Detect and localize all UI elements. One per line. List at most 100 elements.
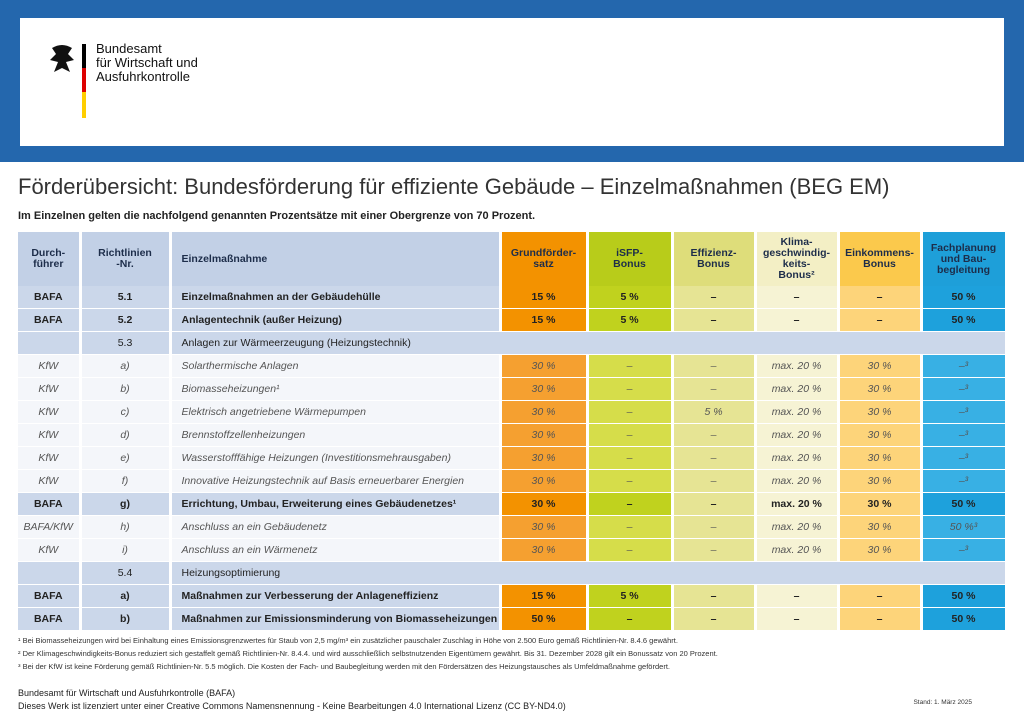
cell: Einzelmaßnahmen an der Gebäudehülle xyxy=(170,286,502,309)
cell: c) xyxy=(80,400,172,424)
footnote: ¹ Bei Biomasseheizungen wird bei Einhalt… xyxy=(18,636,678,645)
cell: – xyxy=(755,308,840,332)
footnote: ³ Bei der KfW ist keine Förderung gemäß … xyxy=(18,662,670,671)
cell: – xyxy=(672,515,757,539)
column-header: Richtlinien -Nr. xyxy=(80,232,172,286)
cell: 30 % xyxy=(838,492,923,516)
cell: KfW xyxy=(18,400,82,424)
cell: Elektrisch angetriebene Wärmepumpen xyxy=(170,400,502,424)
cell: 30 % xyxy=(838,515,923,539)
cell: – xyxy=(587,469,674,493)
footer-date: Stand: 1. März 2025 xyxy=(913,699,972,706)
logo xyxy=(50,44,86,118)
cell: 30 % xyxy=(500,423,589,447)
table-body: BAFA 5.1 Einzelmaßnahmen an der Gebäudehül… xyxy=(18,286,1008,631)
cell: 30 % xyxy=(838,354,923,378)
cell: max. 20 % xyxy=(755,400,840,424)
cell: 5 % xyxy=(587,584,674,608)
cell: – xyxy=(587,492,674,516)
cell: 30 % xyxy=(500,377,589,401)
cell: Solarthermische Anlagen xyxy=(170,354,502,378)
cell: KfW xyxy=(18,469,82,493)
cell: Anlagentechnik (außer Heizung) xyxy=(170,308,502,332)
cell: – xyxy=(587,400,674,424)
cell: BAFA xyxy=(18,584,82,608)
cell: 50 % xyxy=(921,286,1008,309)
cell: KfW xyxy=(18,354,82,378)
cell: – xyxy=(755,286,840,309)
cell: Maßnahmen zur Verbesserung der Anlagenef… xyxy=(170,584,502,608)
table-row: BAFA 5.1 Einzelmaßnahmen an der Gebäudehül… xyxy=(18,286,1008,309)
cell: BAFA xyxy=(18,492,82,516)
cell: – xyxy=(587,423,674,447)
cell: – xyxy=(672,492,757,516)
cell: – xyxy=(672,469,757,493)
cell: Innovative Heizungstechnik auf Basis ern… xyxy=(170,469,502,493)
table-row: BAFA g) Errichtung, Umbau, Erweiterung ein… xyxy=(18,492,1008,516)
cell: – xyxy=(672,308,757,332)
cell: a) xyxy=(80,354,172,378)
cell: i) xyxy=(80,538,172,562)
cell: – xyxy=(838,308,923,332)
org-name: Bundesamt für Wirtschaft und Ausfuhrkont… xyxy=(96,41,198,84)
cell: – xyxy=(672,286,757,309)
table-row: KfW b) Biomasseheizungen¹ 30 % – – max. 20 % 30… xyxy=(18,377,1008,401)
cell: 30 % xyxy=(500,446,589,470)
cell: max. 20 % xyxy=(755,446,840,470)
cell: –³ xyxy=(921,377,1008,401)
cell: – xyxy=(755,607,840,631)
footer-org: Bundesamt für Wirtschaft und Ausfuhrkont… xyxy=(18,688,236,698)
column-header: Grundförder- satz xyxy=(500,232,589,286)
cell: KfW xyxy=(18,423,82,447)
cell: 50 % xyxy=(921,492,1008,516)
cell: KfW xyxy=(18,538,82,562)
cell: Biomasseheizungen¹ xyxy=(170,377,502,401)
column-header: Einkommens- Bonus xyxy=(838,232,923,286)
cell: Anschluss an ein Wärmenetz xyxy=(170,538,502,562)
cell: 30 % xyxy=(500,354,589,378)
cell: – xyxy=(838,584,923,608)
table-row: KfW a) Solarthermische Anlagen 30 % – – max. 2… xyxy=(18,354,1008,378)
cell: Maßnahmen zur Emissionsminderung von Bio… xyxy=(170,607,502,631)
column-header: Effizienz- Bonus xyxy=(672,232,757,286)
cell: 5 % xyxy=(587,286,674,309)
cell: 5 % xyxy=(672,400,757,424)
table-row: 5.3 Anlagen zur Wärmeerzeugung (Heizungst… xyxy=(18,331,1008,355)
cell: – xyxy=(672,607,757,631)
cell: max. 20 % xyxy=(755,377,840,401)
cell: 30 % xyxy=(838,469,923,493)
cell: 5.3 xyxy=(80,331,172,355)
column-header: Einzelmaßnahme xyxy=(170,232,502,286)
cell: – xyxy=(838,286,923,309)
cell: – xyxy=(587,446,674,470)
table-row: KfW i) Anschluss an ein Wärmenetz 30 % – – max… xyxy=(18,538,1008,562)
cell: 15 % xyxy=(500,308,589,332)
cell: g) xyxy=(80,492,172,516)
cell: – xyxy=(587,538,674,562)
header-box xyxy=(20,18,1004,146)
cell xyxy=(18,561,82,585)
column-header: Durch- führer xyxy=(18,232,82,286)
footer-license: Dieses Werk ist lizenziert unter einer C… xyxy=(18,701,566,711)
cell: 30 % xyxy=(500,538,589,562)
cell: Brennstoffzellenheizungen xyxy=(170,423,502,447)
column-header: Klima- geschwindig- keits- Bonus² xyxy=(755,232,840,286)
cell: e) xyxy=(80,446,172,470)
cell: Wasserstofffähige Heizungen (Investition… xyxy=(170,446,502,470)
cell: 30 % xyxy=(500,515,589,539)
cell xyxy=(18,331,82,355)
table-row: KfW d) Brennstoffzellenheizungen 30 % – – max.… xyxy=(18,423,1008,447)
cell: 5.2 xyxy=(80,308,172,332)
cell: a) xyxy=(80,584,172,608)
cell: – xyxy=(672,584,757,608)
cell: 30 % xyxy=(500,400,589,424)
cell: 5 % xyxy=(587,308,674,332)
table-row: 5.4 Heizungsoptimierung xyxy=(18,561,1008,585)
cell: max. 20 % xyxy=(755,515,840,539)
cell: –³ xyxy=(921,446,1008,470)
cell: –³ xyxy=(921,469,1008,493)
table-row: BAFA/KfW h) Anschluss an ein Gebäudenetz 30… xyxy=(18,515,1008,539)
table-row: BAFA a) Maßnahmen zur Verbesserung der Anl… xyxy=(18,584,1008,608)
cell: 30 % xyxy=(500,469,589,493)
